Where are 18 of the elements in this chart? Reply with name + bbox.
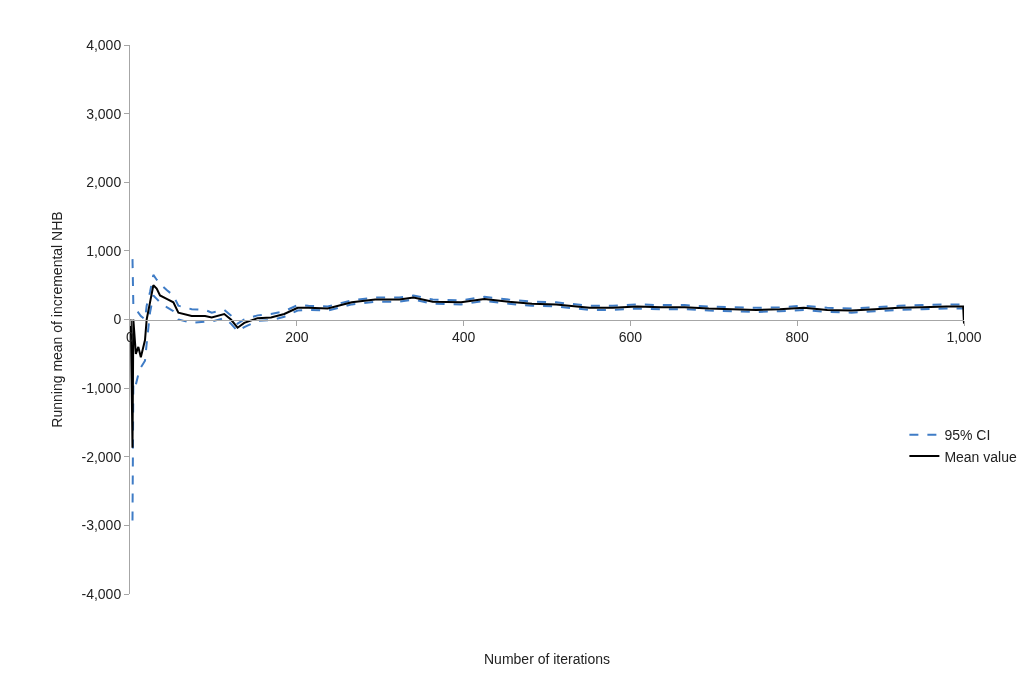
x-axis-title: Number of iterations <box>484 651 611 667</box>
y-tick-label: -4,000 <box>81 585 122 602</box>
x-tick-label: 800 <box>785 329 810 346</box>
y-tick-label: 0 <box>113 311 122 328</box>
y-tick-label: -2,000 <box>81 448 122 465</box>
legend-label: 95% CI <box>944 427 991 444</box>
y-tick-label: 3,000 <box>86 105 122 122</box>
x-tick-label: 1,000 <box>946 329 982 346</box>
x-tick-label: 400 <box>451 329 476 346</box>
y-tick-label: -1,000 <box>81 380 122 397</box>
legend-label: Mean value <box>944 448 1017 465</box>
y-axis-title: Running mean of incremental NHB <box>49 211 66 428</box>
x-tick-label: 600 <box>618 329 643 346</box>
y-tick-label: 1,000 <box>86 242 122 259</box>
y-tick-label: -3,000 <box>81 517 122 534</box>
x-tick-label: 200 <box>285 329 309 346</box>
y-tick-label: 4,000 <box>86 36 122 53</box>
y-tick-label: 2,000 <box>86 174 122 191</box>
